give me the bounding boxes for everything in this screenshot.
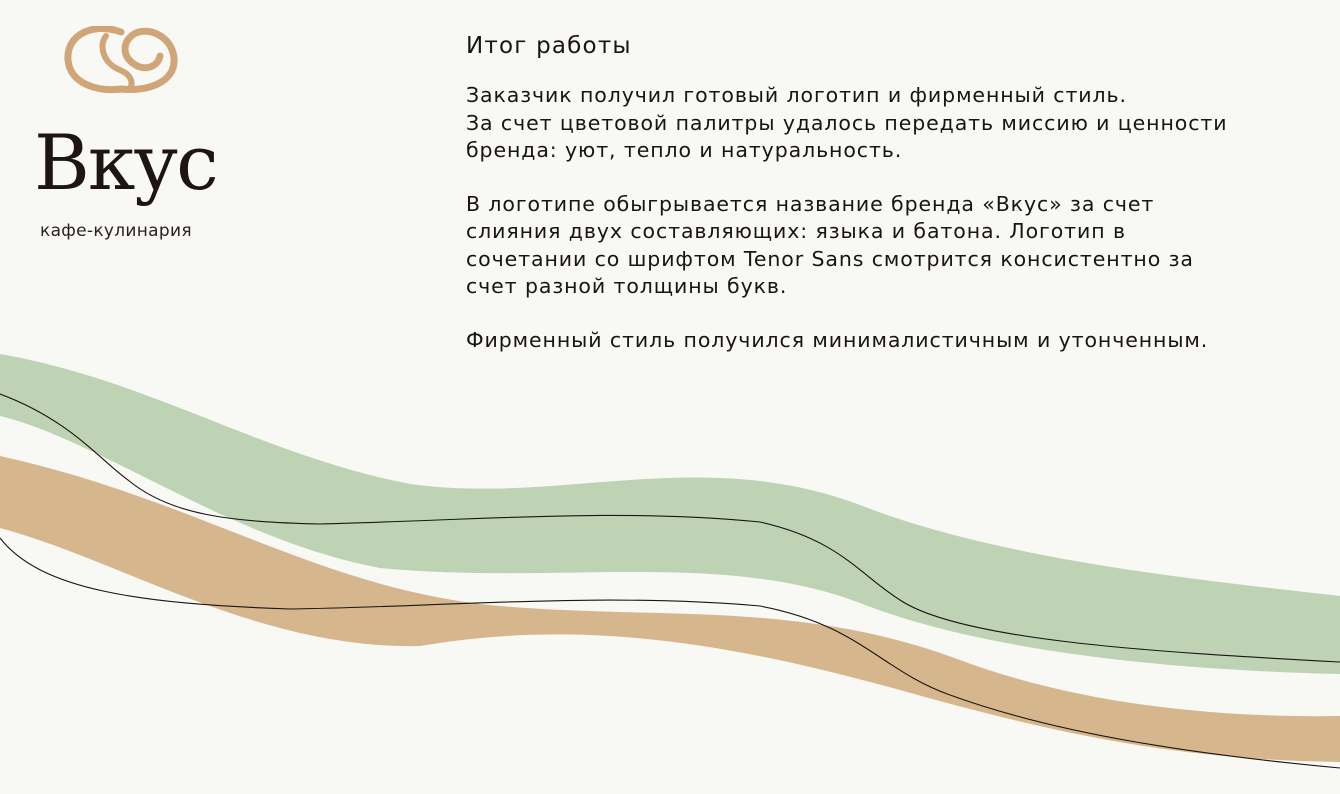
paragraph-style-summary: Фирменный стиль получился минималистичны… (466, 327, 1209, 352)
green-wave-band (0, 354, 1340, 674)
brand-name: Вкус (34, 118, 219, 207)
paragraph-client-result: Заказчик получил готовый логотип и фирме… (466, 83, 1228, 162)
section-title: Итог работы (466, 33, 632, 59)
upper-thin-line (0, 393, 1340, 663)
paragraph-logo-concept: В логотипе обыгрывается название бренда … (466, 191, 1194, 299)
bread-logo-icon (64, 26, 178, 94)
brand-tagline: кафе-кулинария (40, 221, 192, 241)
summary-block: Итог работы Заказчик получил готовый лог… (466, 28, 1326, 380)
tan-wave-band (0, 456, 1340, 762)
lower-thin-line (0, 537, 1340, 769)
